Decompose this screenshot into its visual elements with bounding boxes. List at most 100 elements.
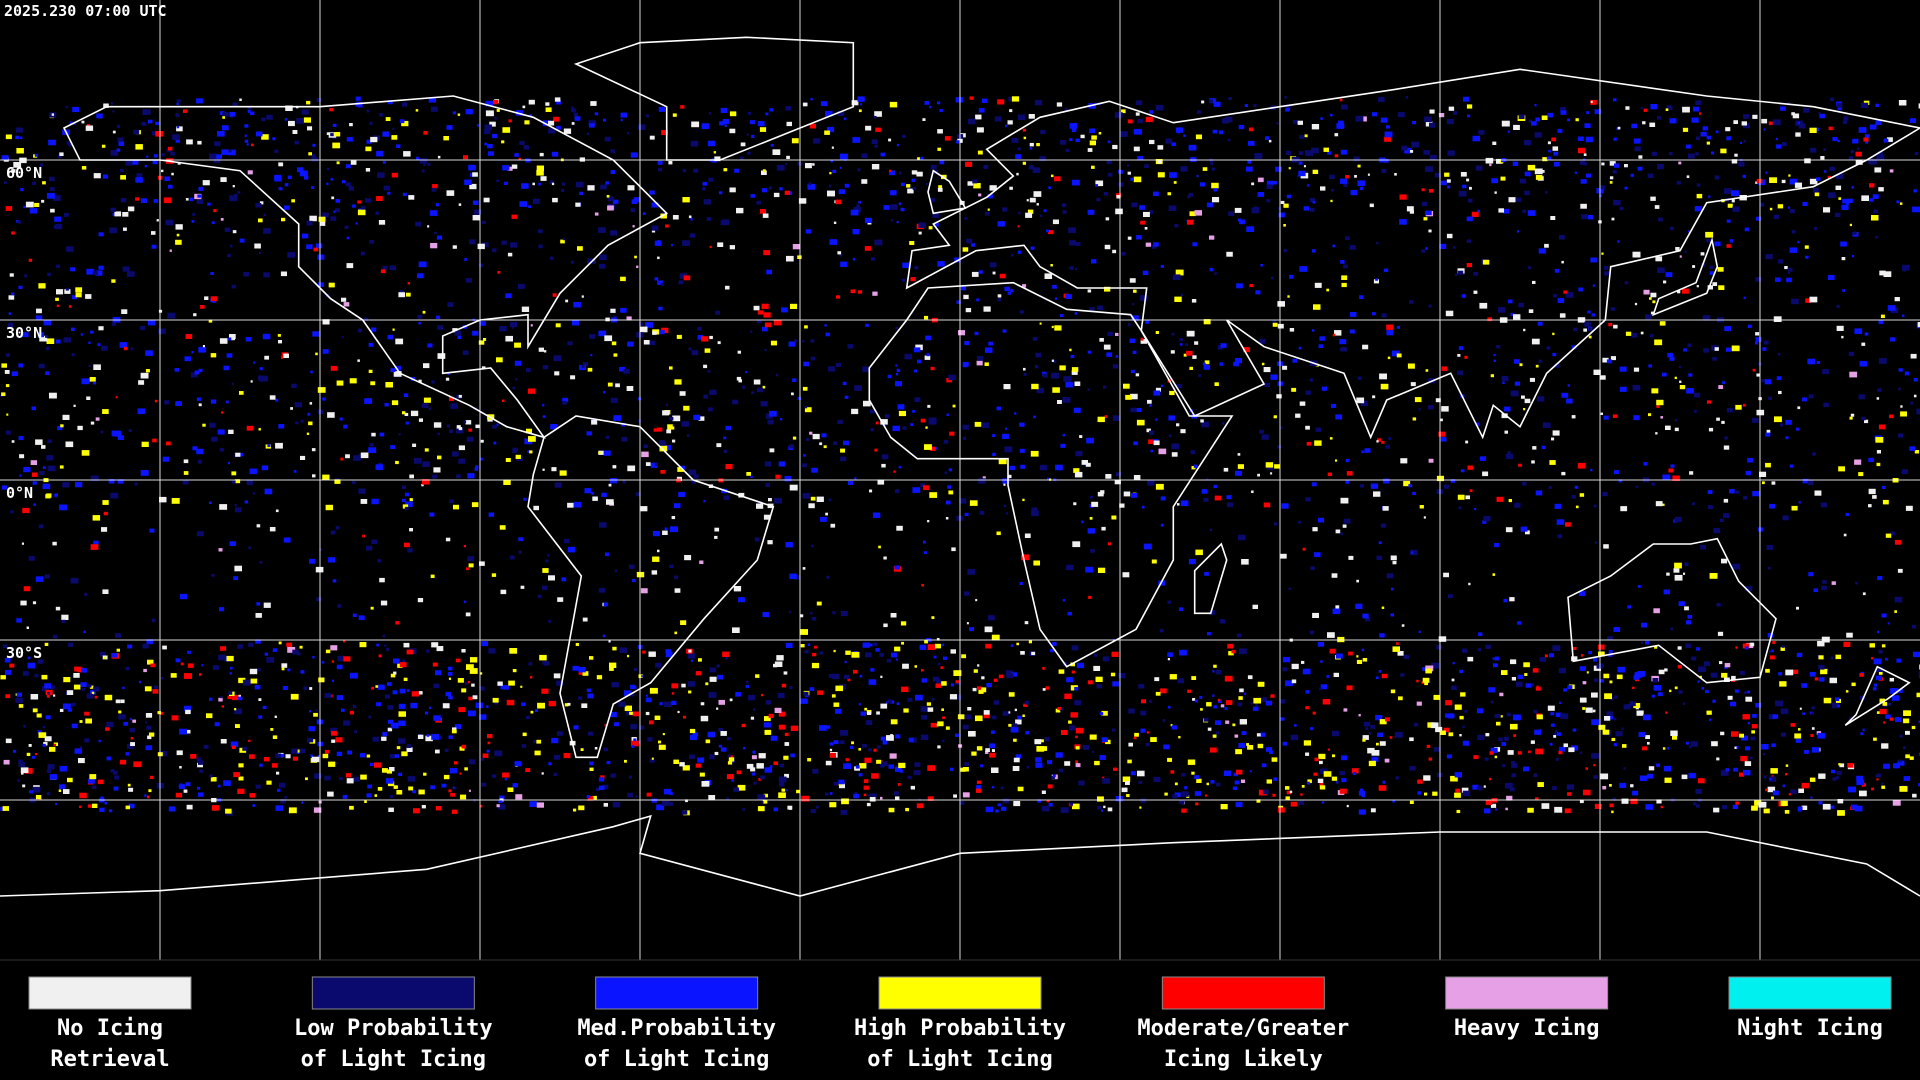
icing-speckle: [1072, 179, 1080, 186]
icing-speckle: [1695, 100, 1702, 106]
icing-speckle: [1170, 724, 1173, 727]
icing-speckle: [1384, 758, 1390, 763]
icing-speckle: [1377, 732, 1383, 737]
icing-speckle: [1723, 498, 1729, 503]
icing-speckle: [640, 588, 648, 594]
icing-speckle: [398, 433, 401, 436]
icing-speckle: [729, 698, 733, 702]
icing-speckle: [1195, 802, 1199, 806]
icing-speckle: [377, 172, 385, 178]
icing-speckle: [587, 693, 594, 699]
icing-speckle: [394, 365, 401, 371]
icing-speckle: [865, 652, 872, 658]
icing-speckle: [38, 524, 44, 529]
icing-speckle: [1669, 356, 1675, 361]
icing-speckle: [266, 114, 273, 120]
icing-speckle: [324, 775, 331, 781]
icing-speckle: [769, 108, 774, 112]
icing-speckle: [1003, 483, 1006, 486]
icing-speckle: [1761, 379, 1765, 383]
icing-speckle: [1409, 300, 1414, 304]
icing-speckle: [880, 152, 885, 157]
icing-speckle: [1270, 472, 1273, 475]
icing-speckle: [1320, 660, 1323, 663]
icing-speckle: [1645, 804, 1654, 810]
icing-speckle: [1144, 164, 1149, 169]
icing-speckle: [626, 132, 629, 135]
icing-speckle: [231, 745, 236, 749]
icing-speckle: [168, 146, 173, 151]
icing-speckle: [102, 174, 109, 179]
icing-speckle: [1335, 414, 1343, 420]
icing-speckle: [1160, 496, 1166, 501]
icing-speckle: [603, 602, 609, 607]
icing-speckle: [1816, 731, 1822, 735]
icing-speckle: [202, 180, 210, 186]
icing-speckle: [1389, 736, 1393, 739]
icing-speckle: [68, 143, 72, 147]
icing-speckle: [784, 742, 790, 746]
icing-speckle: [956, 300, 961, 304]
icing-speckle: [764, 767, 772, 773]
icing-speckle: [837, 251, 842, 255]
icing-speckle: [1312, 169, 1319, 174]
icing-speckle: [456, 394, 462, 399]
icing-speckle: [1869, 159, 1877, 165]
icing-speckle: [1633, 415, 1640, 421]
icing-speckle: [1497, 307, 1506, 313]
icing-speckle: [1160, 523, 1164, 527]
icing-speckle: [383, 185, 391, 191]
icing-speckle: [982, 98, 988, 103]
icing-speckle: [942, 716, 945, 720]
icing-speckle: [938, 185, 943, 189]
icing-speckle: [1462, 725, 1465, 729]
icing-speckle: [778, 461, 786, 467]
icing-speckle: [198, 186, 204, 191]
icing-speckle: [1247, 745, 1254, 750]
icing-speckle: [486, 705, 489, 708]
icing-speckle: [512, 783, 518, 788]
icing-speckle: [553, 772, 558, 776]
icing-speckle: [89, 774, 97, 780]
icing-speckle: [1098, 132, 1102, 135]
icing-speckle: [1211, 182, 1219, 189]
icing-speckle: [1523, 328, 1526, 332]
icing-speckle: [343, 656, 351, 662]
icing-speckle: [1089, 128, 1096, 134]
icing-speckle: [992, 452, 996, 456]
icing-speckle: [1818, 655, 1824, 660]
icing-speckle: [1767, 566, 1771, 570]
icing-speckle: [598, 451, 601, 454]
icing-speckle: [1, 155, 9, 161]
icing-speckle: [127, 644, 133, 649]
icing-speckle: [335, 526, 340, 530]
icing-speckle: [209, 422, 216, 428]
icing-speckle: [1130, 771, 1136, 776]
icing-speckle: [664, 701, 672, 708]
icing-speckle: [1808, 394, 1814, 399]
icing-speckle: [1228, 211, 1235, 216]
icing-speckle: [229, 112, 236, 117]
icing-speckle: [1675, 247, 1680, 251]
icing-speckle: [1057, 400, 1062, 404]
icing-speckle: [45, 335, 49, 338]
icing-speckle: [833, 441, 838, 445]
icing-speckle: [1394, 731, 1403, 738]
icing-speckle: [1663, 280, 1667, 284]
icing-speckle: [985, 806, 994, 813]
icing-speckle: [778, 724, 786, 730]
icing-speckle: [122, 266, 130, 272]
icing-speckle: [399, 119, 405, 124]
icing-speckle: [1571, 745, 1579, 751]
icing-speckle: [369, 443, 374, 447]
icing-speckle: [1343, 518, 1351, 524]
icing-speckle: [708, 112, 712, 115]
icing-speckle: [868, 679, 877, 685]
icing-speckle: [1119, 503, 1125, 508]
icing-speckle: [422, 479, 430, 485]
icing-speckle: [1729, 489, 1735, 494]
icing-speckle: [919, 644, 927, 650]
icing-speckle: [1031, 510, 1039, 517]
icing-speckle: [586, 431, 592, 436]
icing-speckle: [428, 706, 432, 709]
